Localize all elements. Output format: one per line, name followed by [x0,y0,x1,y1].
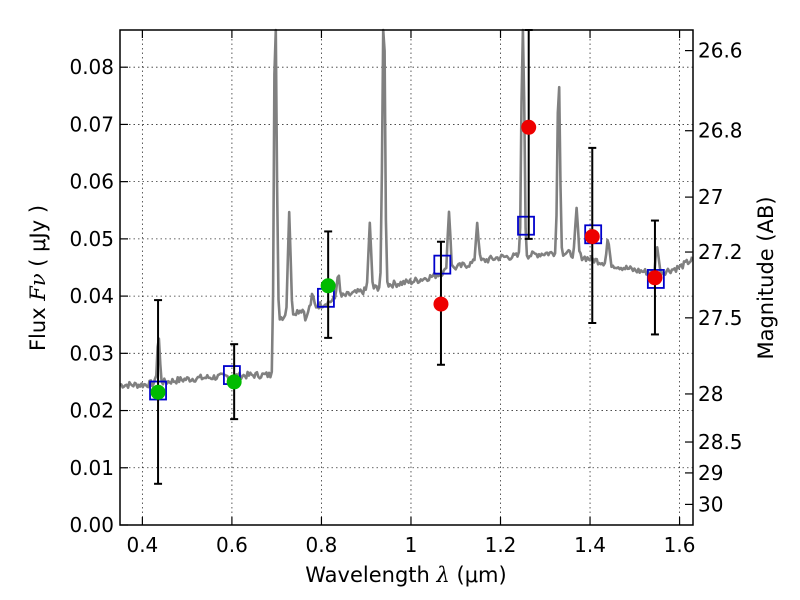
plot-frame [119,29,694,526]
x-tick-label: 1 [405,533,418,557]
red-data-point [647,270,663,286]
y-tick-label: 0.04 [69,284,114,308]
y-tick-label: 0.08 [69,55,114,79]
magnitude-tick-label: 27.5 [698,306,743,330]
magnitude-tick-label: 28.5 [698,430,743,454]
spectrum-line [119,28,694,389]
axis-ticks: 0.4 0.6 0.8 1 1.2 1.4 1.6 0.00 0.01 0.02 0.03 0.04 0… [69,30,743,557]
x-tick-label: 1.6 [664,533,696,557]
x-axis-title: Wavelength λ (μm) [305,563,506,587]
magnitude-tick-label: 26.8 [698,119,743,143]
detection-points [150,119,663,400]
green-data-point [226,374,242,390]
y-axis-title: Flux Fν ( μJy ) [26,205,50,351]
magnitude-tick-label: 30 [698,492,723,516]
y-tick-label: 0.00 [69,513,114,537]
model-box-marker [517,215,535,236]
magnitude-tick-label: 27.2 [698,240,743,264]
magnitude-tick-label: 29 [698,461,723,485]
grid-lines [120,30,693,526]
red-data-point [584,229,600,245]
model-box-marker [433,254,452,275]
green-data-point [150,384,166,400]
y-tick-label: 0.03 [69,341,114,365]
red-data-point [433,296,449,312]
red-data-point [521,119,537,135]
x-tick-label: 0.6 [216,533,248,557]
x-tick-label: 1.2 [485,533,517,557]
model-boxes [149,215,665,401]
green-data-point [320,278,336,294]
x-tick-label: 1.4 [574,533,606,557]
magnitude-tick-label: 26.6 [698,39,743,63]
spectrum [119,28,694,389]
y-tick-label: 0.02 [69,399,114,423]
y-tick-label: 0.01 [69,456,114,480]
y-tick-label: 0.06 [69,170,114,194]
magnitude-tick-label: 27 [698,185,723,209]
x-tick-label: 0.4 [126,533,158,557]
magnitude-tick-label: 28 [698,382,723,406]
y2-axis-title: Magnitude (AB) [754,196,778,359]
x-tick-label: 0.8 [306,533,338,557]
y-tick-label: 0.07 [69,112,114,136]
y-tick-label: 0.05 [69,227,114,251]
